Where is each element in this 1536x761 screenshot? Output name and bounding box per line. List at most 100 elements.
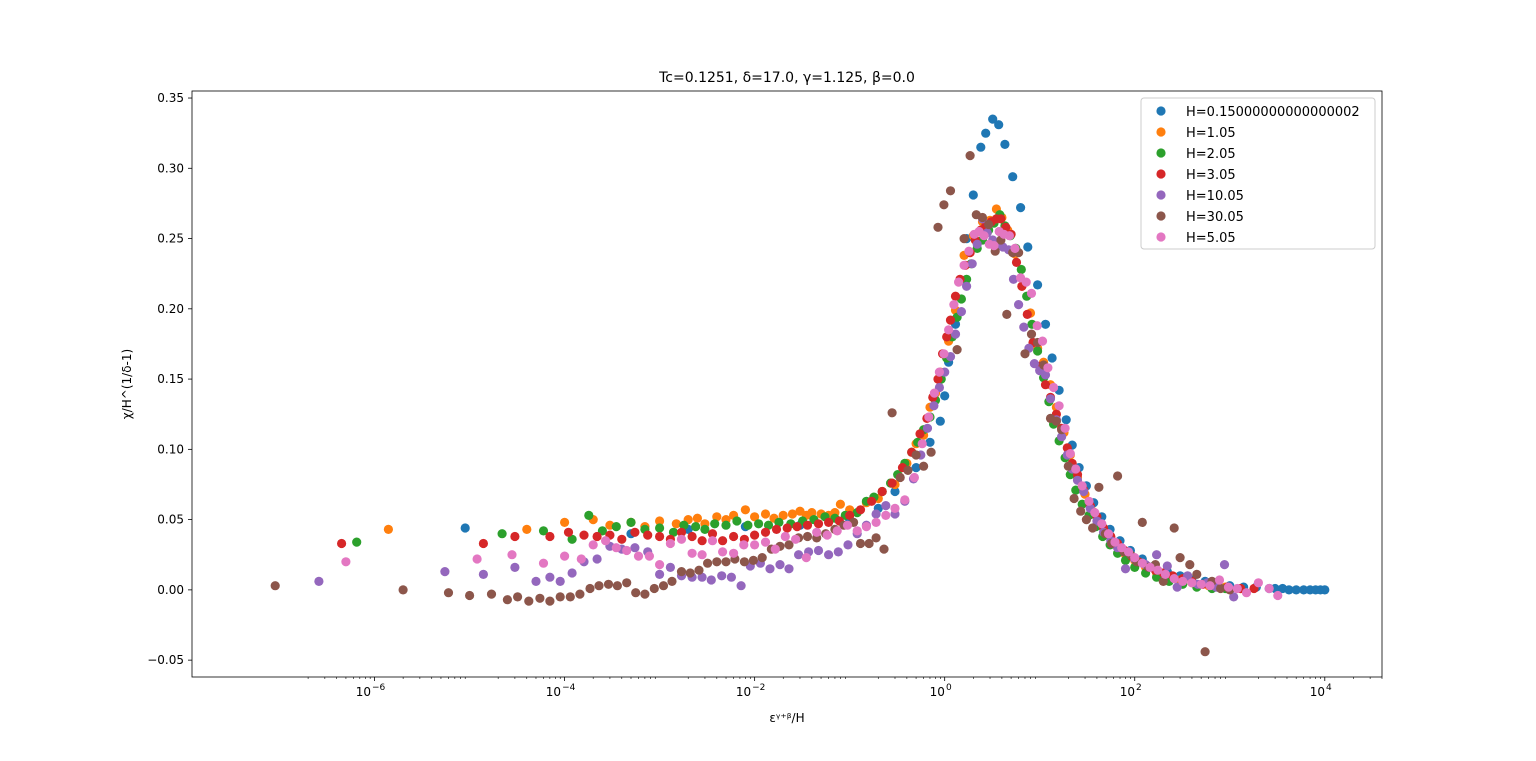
data-point — [575, 589, 585, 599]
data-point — [1123, 547, 1134, 557]
data-point — [760, 509, 771, 519]
data-point — [655, 560, 665, 570]
data-point — [567, 568, 577, 578]
data-point — [560, 551, 570, 561]
data-point — [871, 533, 881, 543]
data-point — [612, 581, 623, 591]
data-point — [1071, 464, 1081, 474]
data-point — [443, 588, 454, 598]
data-point — [1162, 561, 1172, 571]
data-point — [531, 576, 541, 587]
data-point — [871, 509, 881, 519]
data-point — [843, 540, 853, 550]
data-point — [630, 543, 640, 553]
legend-item: H=10.05 — [1156, 189, 1244, 204]
data-point — [942, 332, 952, 342]
data-point — [895, 472, 905, 483]
data-point — [507, 550, 517, 560]
legend-marker — [1156, 232, 1166, 242]
data-point — [1175, 553, 1185, 563]
data-point — [1063, 461, 1073, 471]
data-point — [812, 527, 822, 537]
data-point — [945, 186, 956, 196]
data-point — [760, 537, 771, 547]
data-point — [594, 581, 604, 591]
data-point — [337, 538, 347, 549]
data-point — [630, 527, 640, 537]
data-point — [770, 544, 780, 554]
data-point — [712, 557, 722, 567]
data-point — [750, 512, 760, 522]
data-point — [1008, 172, 1018, 182]
data-point — [887, 408, 897, 418]
data-point — [649, 583, 659, 594]
data-point — [1130, 553, 1140, 563]
data-point — [950, 329, 961, 339]
y-tick-label: 0.20 — [157, 302, 184, 316]
data-point — [314, 576, 324, 587]
data-point — [460, 523, 470, 533]
y-axis: −0.05 0.00 0.05 0.10 0.15 0.20 0.25 0.30 0.35 — [147, 91, 192, 667]
data-point — [1014, 300, 1024, 310]
data-point — [989, 241, 999, 251]
y-tick-label: 0.05 — [157, 513, 184, 527]
legend-item: H=2.05 — [1156, 147, 1236, 162]
data-point — [633, 551, 644, 561]
data-point — [903, 465, 913, 475]
data-point — [807, 507, 817, 518]
data-point — [1153, 565, 1163, 575]
data-point — [813, 519, 824, 529]
data-point — [1219, 560, 1230, 570]
data-point — [567, 534, 577, 544]
data-point — [939, 349, 949, 359]
legend-label: H=3.05 — [1186, 168, 1236, 183]
data-point — [1088, 523, 1098, 533]
data-point — [778, 510, 788, 520]
data-point — [994, 120, 1004, 130]
y-tick-label: 0.10 — [157, 442, 184, 456]
data-point — [383, 524, 393, 535]
data-point — [842, 520, 853, 530]
data-point — [996, 214, 1006, 224]
data-point — [545, 572, 555, 582]
data-point — [1011, 257, 1022, 267]
data-point — [1178, 576, 1188, 587]
data-point — [1160, 569, 1170, 580]
data-point — [1320, 585, 1330, 595]
data-point — [794, 550, 804, 560]
data-point — [1076, 506, 1086, 516]
data-point — [655, 523, 665, 533]
data-point — [538, 526, 549, 536]
data-point — [802, 520, 813, 530]
x-tick-exponent: 0 — [946, 683, 952, 693]
data-point — [486, 589, 497, 599]
data-point — [784, 540, 794, 550]
data-point — [1291, 585, 1301, 595]
data-point — [585, 583, 595, 594]
data-point — [1284, 585, 1294, 595]
data-point — [522, 524, 532, 535]
x-tick-exponent: −4 — [562, 683, 576, 693]
data-point — [617, 534, 627, 544]
data-point — [667, 576, 677, 587]
data-point — [1253, 578, 1263, 588]
data-point — [1081, 515, 1091, 525]
data-point — [972, 239, 982, 249]
data-point — [929, 401, 939, 411]
data-point — [911, 463, 921, 473]
data-point — [644, 551, 655, 561]
data-point — [726, 572, 737, 582]
data-point — [956, 307, 967, 317]
data-point — [924, 412, 934, 422]
data-point — [959, 234, 969, 244]
data-point — [984, 219, 994, 230]
data-point — [824, 550, 834, 560]
data-point — [1021, 277, 1031, 287]
data-point — [981, 128, 991, 138]
data-point — [801, 553, 811, 563]
data-point — [1113, 471, 1123, 481]
legend-label: H=0.15000000000000002 — [1186, 105, 1360, 120]
data-point — [791, 534, 801, 544]
data-point — [802, 531, 813, 542]
